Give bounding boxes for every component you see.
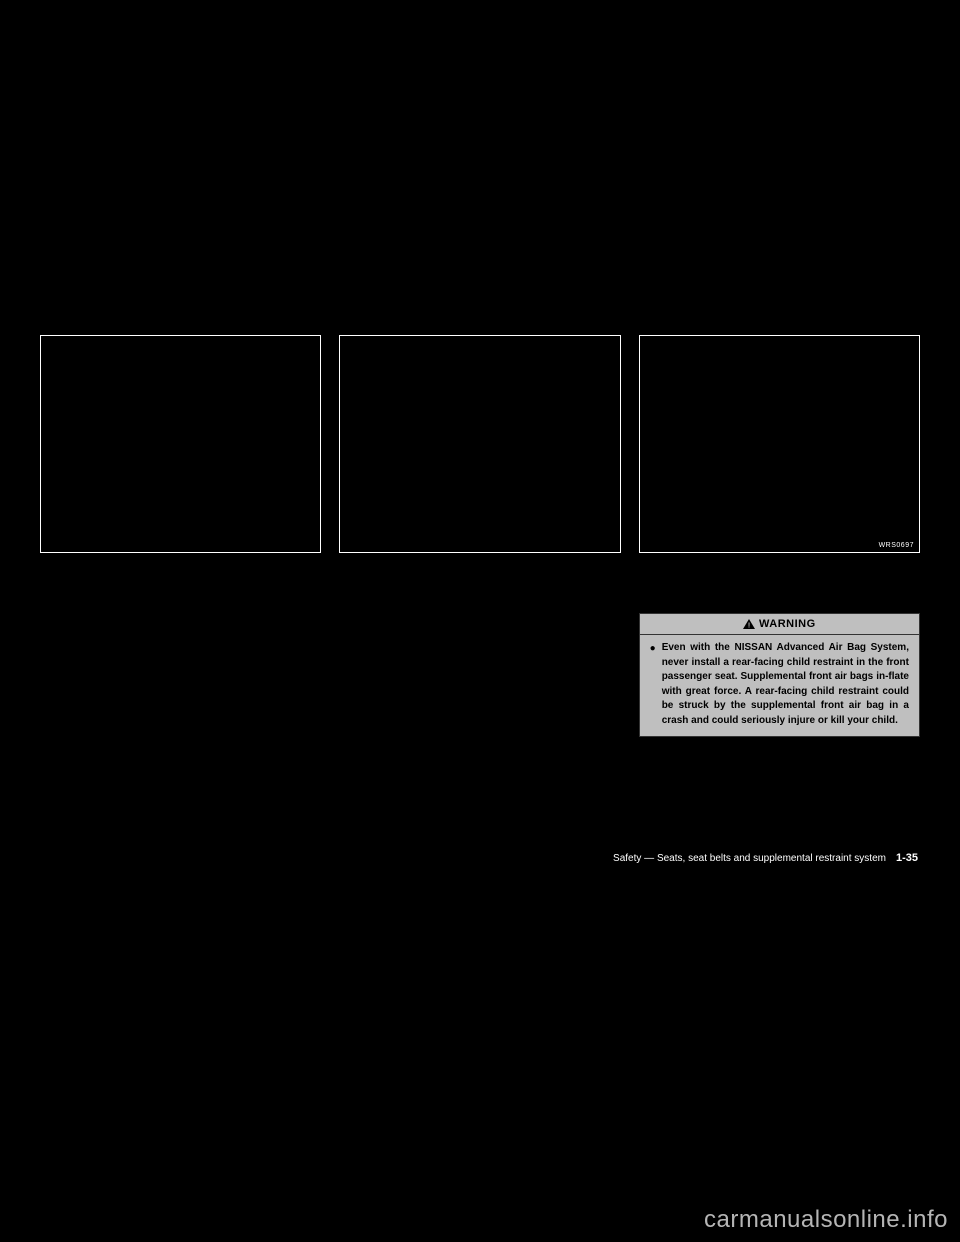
footer-page-number: 1-35 (896, 852, 918, 864)
warning-header: ! WARNING (640, 614, 919, 635)
warning-list: ● Even with the NISSAN Advanced Air Bag … (650, 641, 909, 728)
svg-text:!: ! (748, 623, 750, 630)
footer-section-title: Safety — Seats, seat belts and supplemen… (613, 853, 886, 864)
warning-item: ● Even with the NISSAN Advanced Air Bag … (650, 641, 909, 728)
warning-body: ● Even with the NISSAN Advanced Air Bag … (640, 635, 919, 736)
page-content: WRS0697 ! WARNING ● Even with the NI (40, 335, 920, 737)
image-label-3: WRS0697 (879, 542, 914, 549)
columns-container: WRS0697 ! WARNING ● Even with the NI (40, 335, 920, 737)
warning-box: ! WARNING ● Even with the NISSAN Advance… (639, 613, 920, 737)
warning-text: Even with the NISSAN Advanced Air Bag Sy… (662, 641, 909, 728)
image-box-1 (40, 335, 321, 553)
watermark: carmanualsonline.info (704, 1206, 948, 1234)
column-1 (40, 335, 321, 737)
image-box-3: WRS0697 (639, 335, 920, 553)
warning-title: WARNING (759, 618, 816, 630)
column-3: WRS0697 ! WARNING ● Even with the NI (639, 335, 920, 737)
column-2 (339, 335, 620, 737)
warning-triangle-icon: ! (743, 619, 755, 629)
bullet-icon: ● (650, 641, 656, 656)
image-box-2 (339, 335, 620, 553)
page-footer: Safety — Seats, seat belts and supplemen… (613, 852, 918, 864)
